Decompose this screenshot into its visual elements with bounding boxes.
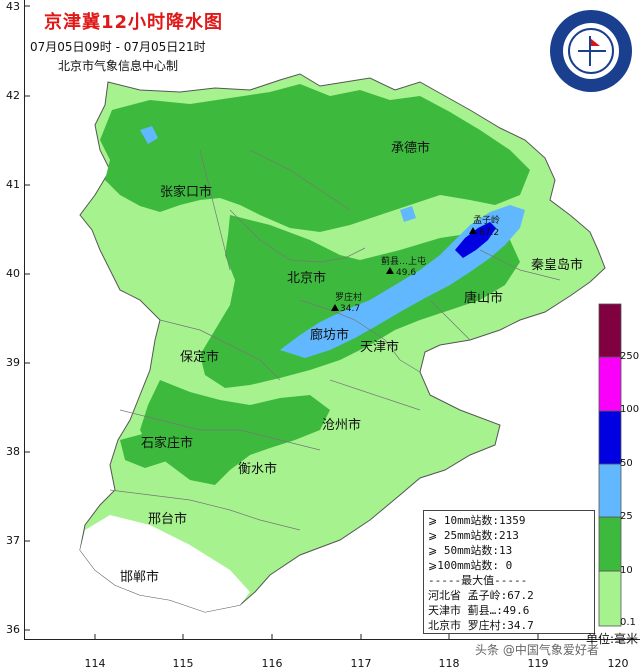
- stats-line: 河北省 孟子岭:67.2: [428, 589, 534, 602]
- legend-bar: [598, 303, 622, 627]
- stats-line: 天津市 蓟县…:49.6: [428, 604, 530, 617]
- rain-50mm: [455, 222, 496, 258]
- city-label-tangshan: 唐山市: [464, 291, 504, 306]
- city-label-shijiazhuang: 石家庄市: [141, 436, 194, 451]
- station-name: 蓟县…上屯: [381, 257, 427, 267]
- station-value: 34.7: [340, 304, 361, 314]
- axis-ticks: [24, 5, 539, 640]
- lon-tick-label: 119: [527, 657, 549, 670]
- admin-boundaries: [109, 149, 561, 531]
- lon-tick-label: 120: [607, 657, 629, 670]
- legend-label: 250: [620, 351, 640, 362]
- stats-line: ⩾ 25mm站数:213: [428, 529, 519, 542]
- stats-line: 北京市 罗庄村:34.7: [428, 619, 534, 632]
- city-label-chengde: 承德市: [391, 141, 431, 156]
- lat-tick-label: 43: [6, 0, 20, 13]
- station-name: 罗庄村: [335, 293, 363, 303]
- city-label-baoding: 保定市: [180, 350, 220, 365]
- no-rain-area: [80, 515, 250, 612]
- lat-tick-label: 36: [6, 623, 20, 636]
- station-stats-box: ⩾ 10mm站数:1359 ⩾ 25mm站数:213 ⩾ 50mm站数:13 ⩾…: [423, 510, 595, 634]
- city-label-hengshui: 衡水市: [238, 462, 278, 477]
- city-label-beijing: 北京市: [287, 271, 327, 286]
- lat-tick-label: 39: [6, 356, 20, 369]
- station-value: 49.6: [396, 268, 417, 278]
- city-label-tianjin: 天津市: [360, 340, 400, 355]
- map-title: 京津冀12小时降水图: [44, 12, 224, 33]
- legend-swatch-10: [598, 516, 622, 572]
- city-label-cangzhou: 沧州市: [322, 418, 362, 433]
- legend-label: 25: [620, 511, 633, 522]
- lat-tick-label: 42: [6, 89, 20, 102]
- station-value: 67.2: [479, 228, 500, 238]
- rain-10mm: [100, 84, 530, 485]
- watermark: 头条 @中国气象爱好者: [475, 643, 599, 657]
- city-label-zhangjiakou: 张家口市: [160, 185, 213, 200]
- legend-swatch-250: [598, 303, 622, 358]
- city-label-qinhuangdao: 秦皇岛市: [531, 258, 584, 273]
- map-frame: [24, 0, 640, 640]
- city-label-xingtai: 邢台市: [148, 512, 188, 527]
- station-name: 孟子岭: [473, 216, 501, 226]
- lat-tick-label: 41: [6, 178, 20, 191]
- legend-label: 50: [620, 458, 633, 469]
- lon-tick-label: 118: [438, 657, 460, 670]
- lon-tick-label: 114: [84, 657, 106, 670]
- legend-label: 100: [620, 404, 640, 415]
- lon-tick-label: 115: [172, 657, 194, 670]
- legend-label: 0.1: [620, 617, 636, 628]
- lat-tick-label: 38: [6, 445, 20, 458]
- bms-logo-icon: [550, 10, 632, 92]
- station-markers: [331, 227, 477, 311]
- city-label-handan: 邯郸市: [120, 570, 160, 585]
- lon-tick-label: 117: [350, 657, 372, 670]
- map-subtitle: 07月05日09时 - 07月05日21时: [30, 40, 206, 54]
- stats-line: ⩾100mm站数: 0: [428, 559, 513, 572]
- legend-swatch-50: [598, 410, 622, 465]
- legend-unit: 单位:毫米: [586, 632, 639, 646]
- stats-line: ⩾ 10mm站数:1359: [428, 514, 526, 527]
- legend-label: 10: [620, 565, 633, 576]
- lat-tick-label: 37: [6, 534, 20, 547]
- legend-swatch-0-1: [598, 570, 622, 627]
- stats-line: -----最大值-----: [428, 574, 528, 587]
- map-producer: 北京市气象信息中心制: [58, 59, 179, 73]
- lat-tick-label: 40: [6, 267, 20, 280]
- legend-swatch-100: [598, 356, 622, 412]
- city-label-langfang: 廊坊市: [310, 328, 350, 343]
- lon-tick-label: 116: [261, 657, 283, 670]
- legend-swatch-25: [598, 463, 622, 518]
- stats-line: ⩾ 50mm站数:13: [428, 544, 513, 557]
